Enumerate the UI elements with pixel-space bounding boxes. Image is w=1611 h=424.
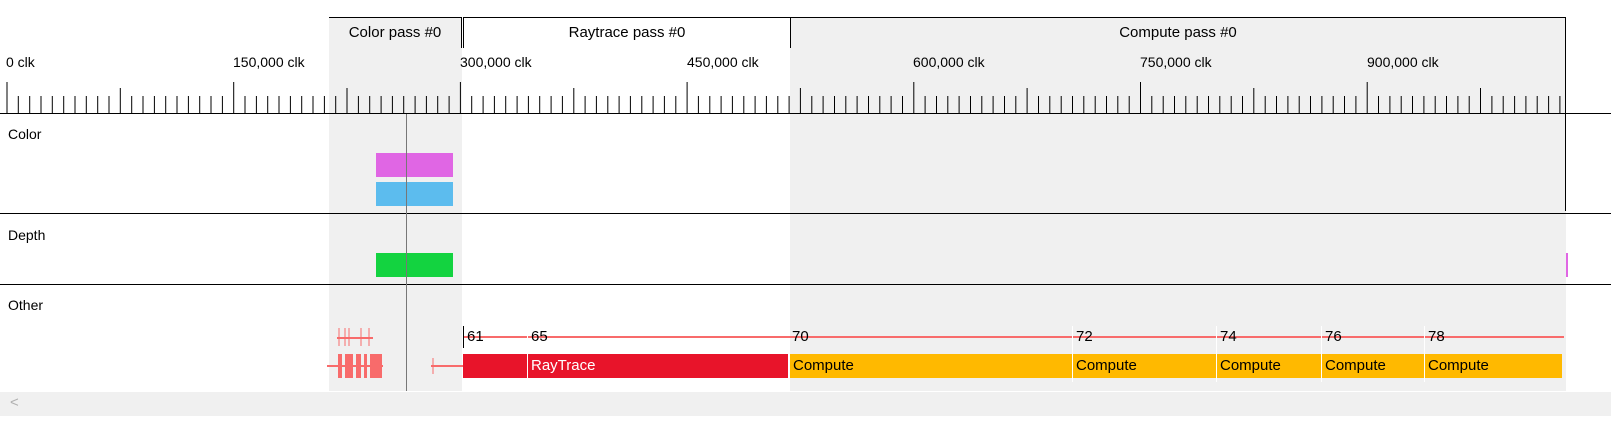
ruler-label: 150,000 clk [233,54,305,70]
lane-separator [0,284,1611,285]
event-number: 74 [1220,328,1237,345]
lane-label-other: Other [8,297,44,313]
color-target-bar[interactable] [376,182,453,206]
ruler-label: 750,000 clk [1140,54,1212,70]
ruler-label: 300,000 clk [460,54,532,70]
pass-header-color-label: Color pass #0 [348,24,442,41]
depth-target-bar[interactable] [376,253,453,277]
event-number: 65 [531,328,548,345]
compute-event-label: Compute [793,357,854,374]
compute-event-bar[interactable]: Compute [790,354,1072,378]
lane-label-color: Color [8,126,42,142]
event-number: 76 [1325,328,1342,345]
event-number: 61 [467,328,484,345]
ruler-label: 450,000 clk [687,54,759,70]
pass-header-raytrace-label: Raytrace pass #0 [568,24,686,41]
color-target-bar[interactable] [376,153,453,177]
event-tick [527,326,528,382]
pass-header-compute[interactable]: Compute pass #0 [790,17,1566,48]
scroll-left-arrow-icon[interactable]: < [10,394,19,411]
event-number: 78 [1428,328,1445,345]
compute-event-bar[interactable]: Compute [1073,354,1216,378]
event-tick [1216,326,1217,382]
compute-event-bar[interactable]: Compute [1217,354,1321,378]
event-range-start [463,326,464,348]
compute-event-label: Compute [1220,357,1281,374]
pass-header-color[interactable]: Color pass #0 [329,17,462,48]
ruler-label: 600,000 clk [913,54,985,70]
raytrace-event-label: RayTrace [531,357,596,374]
ruler-ticks [6,82,1561,113]
pass-header-raytrace[interactable]: Raytrace pass #0 [463,17,790,48]
event-tick [1424,326,1425,382]
raytrace-event-bar[interactable]: RayTrace [528,354,788,378]
event-number: 72 [1076,328,1093,345]
ruler-label: 900,000 clk [1367,54,1439,70]
raytrace-event-bar[interactable] [463,354,527,378]
timeline-cursor[interactable] [406,114,407,391]
compute-event-bar[interactable]: Compute [1322,354,1424,378]
timeline-right-edge [1565,17,1566,211]
compute-event-label: Compute [1325,357,1386,374]
compute-pass-shade [790,17,1566,391]
event-number: 70 [792,328,809,345]
compute-event-label: Compute [1076,357,1137,374]
compute-event-label: Compute [1428,357,1489,374]
event-range-line [463,336,1564,338]
event-tick [1072,326,1073,382]
compute-event-bar[interactable]: Compute [1425,354,1562,378]
lane-label-depth: Depth [8,227,46,243]
pass-header-compute-label: Compute pass #0 [1119,24,1237,41]
event-markers-color-pass [327,328,463,378]
depth-target-edge [1566,253,1568,277]
ruler-label: 0 clk [6,54,35,70]
event-tick [1321,326,1322,382]
lane-separator [0,113,1611,114]
lane-separator [0,213,1611,214]
horizontal-scrollbar[interactable]: < [0,392,1611,416]
